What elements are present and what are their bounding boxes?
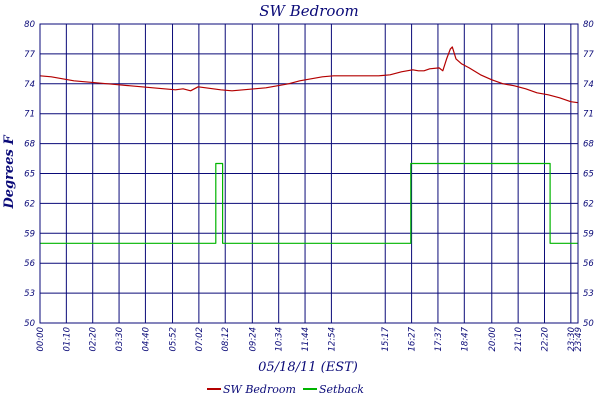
x-tick-label: 00:00	[36, 327, 46, 352]
x-tick-label: 22:20	[540, 327, 550, 352]
y-tick-label-right: 59	[583, 229, 594, 239]
y-tick-label-left: 65	[24, 170, 35, 180]
x-tick-label: 21:10	[514, 327, 524, 352]
x-tick-label: 04:40	[141, 327, 151, 352]
x-tick-label: 17:37	[434, 326, 444, 351]
x-tick-label: 23:30	[567, 327, 577, 352]
x-axis-title: 05/18/11 (EST)	[258, 360, 358, 375]
y-axis-right: 50 53 56 59 62 65 68 71 74 77 80	[583, 20, 594, 329]
series-line-setback	[40, 162, 578, 244]
grid-layer	[39, 23, 579, 324]
x-tick-label: 02:20	[89, 327, 99, 352]
y-tick-label-left: 53	[24, 289, 35, 299]
y-tick-label-left: 56	[24, 259, 35, 269]
x-tick-label: 05:52	[169, 327, 179, 352]
x-tick-label: 11:44	[301, 327, 311, 352]
y-tick-label-left: 62	[24, 199, 35, 209]
x-tick-label: 18:47	[460, 326, 470, 351]
series-line-sw-bedroom	[39, 46, 579, 104]
x-axis: 00:00 01:10 02:20 03:30 04:40 05:52 07:02 08:12…	[36, 326, 584, 351]
y-tick-label-left: 59	[24, 229, 35, 239]
legend: SW Bedroom Setback	[207, 383, 364, 396]
y-tick-label-right: 68	[583, 140, 594, 150]
y-tick-label-right: 53	[583, 289, 594, 299]
y-axis-title: Degrees F	[2, 135, 17, 210]
chart-title: SW Bedroom	[259, 2, 358, 20]
y-axis-left: 50 53 56 59 62 65 68 71 74 77 80	[24, 20, 35, 329]
y-tick-label-right: 80	[583, 20, 594, 30]
x-tick-label: 08:12	[221, 327, 231, 352]
x-tick-label: 12:54	[327, 327, 337, 352]
y-tick-label-right: 62	[583, 199, 594, 209]
x-tick-label: 15:17	[381, 326, 391, 351]
y-tick-label-left: 74	[24, 80, 35, 90]
y-tick-label-left: 77	[24, 50, 35, 60]
y-tick-label-right: 71	[583, 110, 594, 120]
legend-label: Setback	[319, 383, 364, 396]
x-tick-label: 09:24	[248, 327, 258, 352]
x-tick-label: 10:34	[275, 327, 285, 352]
y-tick-label-right: 56	[583, 259, 594, 269]
y-tick-label-right: 65	[583, 170, 594, 180]
x-tick-label: 03:30	[115, 327, 125, 352]
y-tick-label-right: 74	[583, 80, 594, 90]
legend-label: SW Bedroom	[223, 383, 296, 396]
x-tick-label: 20:00	[488, 327, 498, 352]
x-tick-label: 07:02	[195, 327, 205, 352]
series-layer	[39, 46, 579, 244]
x-tick-label: 01:10	[62, 327, 72, 352]
y-tick-label-left: 80	[24, 20, 35, 30]
y-tick-label-right: 77	[583, 50, 594, 60]
plot-frame	[39, 23, 579, 324]
y-tick-label-left: 50	[24, 319, 35, 329]
x-tick-label: 23:49	[574, 327, 584, 352]
y-tick-label-left: 71	[24, 110, 35, 120]
y-tick-label-left: 68	[24, 140, 35, 150]
x-tick-label: 16:27	[408, 326, 418, 351]
y-tick-label-right: 50	[583, 319, 594, 329]
